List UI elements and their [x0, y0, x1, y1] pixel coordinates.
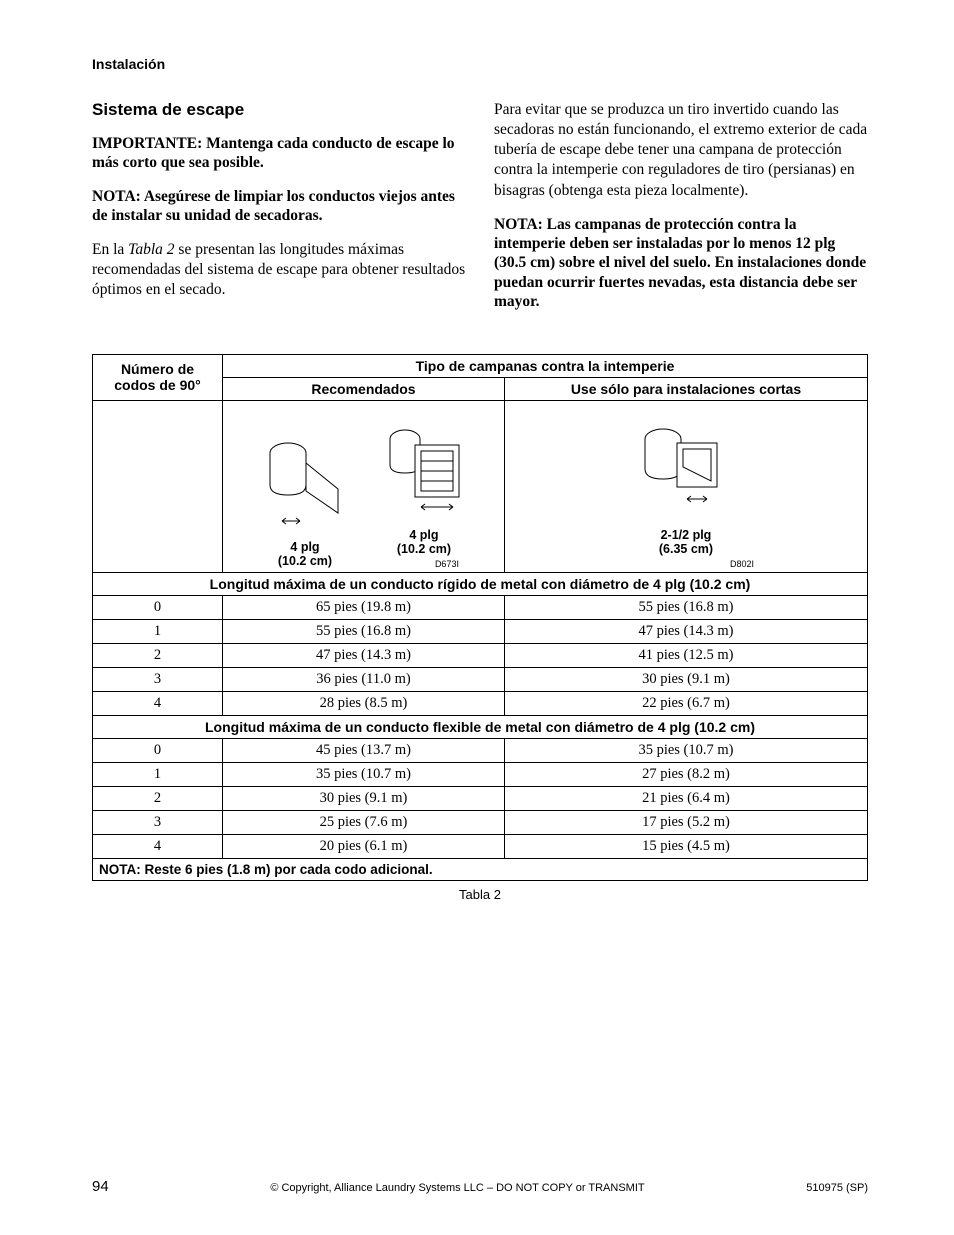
p1-frag-a: En la — [92, 241, 128, 258]
col2b-header: Use sólo para instalaciones cortas — [504, 377, 867, 400]
elbow-count: 0 — [93, 738, 223, 762]
section-rigid-header: Longitud máxima de un conducto rígido de… — [93, 572, 868, 595]
table-row: 325 pies (7.6 m)17 pies (5.2 m) — [93, 810, 868, 834]
section-title: Sistema de escape — [92, 100, 466, 120]
elbow-count: 1 — [93, 619, 223, 643]
illus-a-label: 4 plg(10.2 cm) — [260, 540, 350, 569]
rigid-b: 41 pies (12.5 m) — [504, 643, 867, 667]
hood-illus-a: 4 plg(10.2 cm) — [260, 435, 350, 569]
hood-illus-b: 4 plg(10.2 cm) D673I — [381, 423, 467, 569]
copyright: © Copyright, Alliance Laundry Systems LL… — [270, 1182, 644, 1194]
table-row: 428 pies (8.5 m)22 pies (6.7 m) — [93, 691, 868, 715]
table-row: 247 pies (14.3 m)41 pies (12.5 m) — [93, 643, 868, 667]
exhaust-table: Número de codos de 90° Tipo de campanas … — [92, 354, 868, 881]
table-row: 045 pies (13.7 m)35 pies (10.7 m) — [93, 738, 868, 762]
elbow-count: 2 — [93, 786, 223, 810]
flex-b: 15 pies (4.5 m) — [504, 834, 867, 858]
table-wrapper: Número de codos de 90° Tipo de campanas … — [92, 354, 868, 902]
body-paragraph: En la Tabla 2 se presentan las longitude… — [92, 240, 466, 300]
rigid-a: 55 pies (16.8 m) — [223, 619, 505, 643]
elbow-count: 4 — [93, 691, 223, 715]
nota-right: NOTA: Las campanas de protección contra … — [494, 215, 868, 312]
elbow-count: 3 — [93, 667, 223, 691]
table-row: 155 pies (16.8 m)47 pies (14.3 m) — [93, 619, 868, 643]
illus-cell-recommended: 4 plg(10.2 cm) 4 plg(10.2 cm) — [223, 400, 505, 572]
section-flex-header: Longitud máxima de un conducto flexible … — [93, 715, 868, 738]
two-column-body: Sistema de escape IMPORTANTE: Mantenga c… — [92, 100, 868, 326]
hood-round-icon — [260, 435, 350, 531]
flex-a: 25 pies (7.6 m) — [223, 810, 505, 834]
illus-cell-short: 2-1/2 plg(6.35 cm) D802I — [504, 400, 867, 572]
flex-b: 35 pies (10.7 m) — [504, 738, 867, 762]
table-row: 135 pies (10.7 m)27 pies (8.2 m) — [93, 762, 868, 786]
rigid-a: 28 pies (8.5 m) — [223, 691, 505, 715]
elbow-count: 3 — [93, 810, 223, 834]
hood-square-icon — [381, 423, 467, 519]
table-row: 230 pies (9.1 m)21 pies (6.4 m) — [93, 786, 868, 810]
flex-b: 17 pies (5.2 m) — [504, 810, 867, 834]
flex-a: 20 pies (6.1 m) — [223, 834, 505, 858]
table-row: 336 pies (11.0 m)30 pies (9.1 m) — [93, 667, 868, 691]
rigid-b: 30 pies (9.1 m) — [504, 667, 867, 691]
nota-left: NOTA: Asegúrese de limpiar los conductos… — [92, 187, 466, 226]
rigid-b: 55 pies (16.8 m) — [504, 595, 867, 619]
table-row: 420 pies (6.1 m)15 pies (4.5 m) — [93, 834, 868, 858]
rigid-b: 22 pies (6.7 m) — [504, 691, 867, 715]
rigid-a: 36 pies (11.0 m) — [223, 667, 505, 691]
hood-illus-c: 2-1/2 plg(6.35 cm) D802I — [610, 423, 762, 569]
flex-a: 30 pies (9.1 m) — [223, 786, 505, 810]
elbow-count: 1 — [93, 762, 223, 786]
p1-italic: Tabla 2 — [128, 241, 174, 258]
body-paragraph-right: Para evitar que se produzca un tiro inve… — [494, 100, 868, 201]
col1-header: Número de codos de 90° — [93, 354, 223, 400]
flex-b: 27 pies (8.2 m) — [504, 762, 867, 786]
fig-code-c: D802I — [610, 559, 762, 569]
table-caption: Tabla 2 — [92, 887, 868, 902]
illus-c-label: 2-1/2 plg(6.35 cm) — [610, 528, 762, 557]
hood-small-icon — [631, 423, 741, 519]
right-column: Para evitar que se produzca un tiro inve… — [494, 100, 868, 326]
elbow-count: 0 — [93, 595, 223, 619]
illus-empty-cell — [93, 400, 223, 572]
elbow-count: 2 — [93, 643, 223, 667]
rigid-b: 47 pies (14.3 m) — [504, 619, 867, 643]
elbow-count: 4 — [93, 834, 223, 858]
illus-b-label: 4 plg(10.2 cm) — [381, 528, 467, 557]
rigid-a: 65 pies (19.8 m) — [223, 595, 505, 619]
table-note: NOTA: Reste 6 pies (1.8 m) por cada codo… — [93, 858, 868, 880]
page-footer: 94 © Copyright, Alliance Laundry Systems… — [92, 1178, 868, 1195]
page-section-header: Instalación — [92, 56, 868, 72]
flex-a: 35 pies (10.7 m) — [223, 762, 505, 786]
rigid-a: 47 pies (14.3 m) — [223, 643, 505, 667]
left-column: Sistema de escape IMPORTANTE: Mantenga c… — [92, 100, 466, 326]
importante-note: IMPORTANTE: Mantenga cada conducto de es… — [92, 134, 466, 173]
col2a-header: Recomendados — [223, 377, 505, 400]
flex-a: 45 pies (13.7 m) — [223, 738, 505, 762]
col2-span-header: Tipo de campanas contra la intemperie — [223, 354, 868, 377]
table-row: 065 pies (19.8 m)55 pies (16.8 m) — [93, 595, 868, 619]
page-number: 94 — [92, 1178, 109, 1195]
flex-b: 21 pies (6.4 m) — [504, 786, 867, 810]
doc-number: 510975 (SP) — [806, 1182, 868, 1194]
fig-code-a: D673I — [381, 559, 467, 569]
